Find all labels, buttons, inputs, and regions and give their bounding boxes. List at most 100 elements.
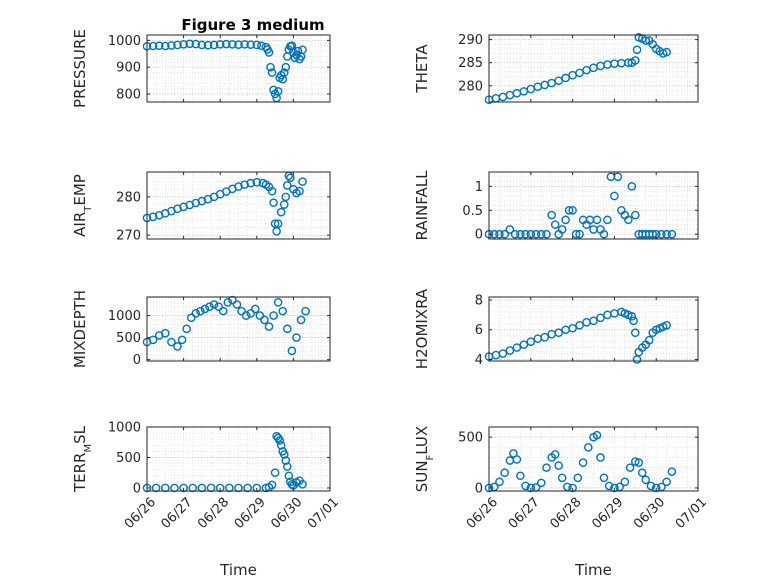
data-point <box>662 320 671 330</box>
data-point <box>148 212 158 222</box>
y-tick-label: 500 <box>458 431 483 446</box>
x-tick-label: 06/26 <box>464 495 501 532</box>
data-point <box>298 177 307 186</box>
data-point <box>505 225 515 234</box>
data-point <box>191 39 201 49</box>
data-point <box>554 461 563 470</box>
data-point <box>279 200 289 209</box>
data-point <box>221 39 231 49</box>
data-point <box>267 186 277 196</box>
scatter-series <box>484 33 671 104</box>
data-point <box>568 483 577 493</box>
data-point <box>568 323 577 333</box>
axes-box <box>488 171 699 240</box>
y-tick-label: 0 <box>133 353 141 368</box>
data-point <box>252 483 262 493</box>
y-tick-label: 1000 <box>108 34 141 49</box>
data-point <box>148 41 158 51</box>
data-point <box>599 473 609 483</box>
data-point <box>282 324 292 334</box>
axes-box <box>146 34 331 103</box>
data-point <box>196 306 205 316</box>
y-axis-label: SUNFLUX <box>413 426 436 492</box>
x-tick-label: 06/29 <box>232 495 269 532</box>
data-point <box>627 182 637 191</box>
data-point <box>151 483 161 493</box>
y-tick-label: 900 <box>116 61 141 76</box>
data-point <box>281 456 291 465</box>
data-point <box>282 462 292 471</box>
data-point <box>554 328 563 338</box>
data-point <box>264 48 274 57</box>
data-point <box>536 229 546 239</box>
data-point <box>246 309 255 318</box>
y-tick-label: 1 <box>475 180 483 195</box>
data-point <box>209 40 219 50</box>
data-point <box>148 335 158 345</box>
data-point <box>272 227 281 236</box>
x-tick-label: 06/30 <box>268 495 305 532</box>
y-tick-label: 0 <box>475 481 483 496</box>
data-point <box>500 468 509 478</box>
data-point <box>662 47 671 57</box>
data-point <box>276 440 286 450</box>
data-point <box>203 40 213 50</box>
figure-title: Figure 3 medium <box>181 16 324 34</box>
y-tick-label: 270 <box>116 229 141 244</box>
data-point <box>260 315 269 325</box>
y-axis-label: PRESSURE <box>71 29 89 108</box>
data-point <box>613 172 623 182</box>
data-point <box>575 68 584 78</box>
y-tick-label: 6 <box>475 323 483 338</box>
data-point <box>167 41 176 50</box>
data-point <box>246 40 255 49</box>
data-point <box>197 483 207 493</box>
data-point <box>188 483 198 493</box>
data-point <box>252 40 262 50</box>
data-point <box>255 311 265 320</box>
scatter-series <box>484 172 677 239</box>
data-point <box>589 316 598 326</box>
data-point <box>604 481 614 491</box>
data-point <box>512 455 522 464</box>
subplot-third-right: 4 6 8 H2OMIXRA <box>413 288 699 369</box>
data-point <box>631 328 640 338</box>
data-point <box>257 41 266 51</box>
grid-lines <box>146 34 331 102</box>
y-axis-label: AIRTEMP <box>71 174 94 237</box>
data-point <box>641 475 651 485</box>
data-point <box>185 39 194 49</box>
data-point <box>160 328 170 338</box>
y-axis-label: RAINFALL <box>413 170 431 241</box>
data-point <box>627 312 637 321</box>
data-point <box>200 304 210 314</box>
subplot-second-right: 0 0.5 1 RAINFALL <box>413 170 699 243</box>
data-point <box>561 215 570 225</box>
data-point <box>557 473 567 483</box>
y-tick-label: 280 <box>116 190 141 205</box>
x-tick-label: 07/01 <box>305 495 342 532</box>
data-point <box>495 229 504 239</box>
data-point <box>173 40 182 50</box>
data-point <box>516 471 525 481</box>
data-point <box>177 335 187 345</box>
data-point <box>547 210 557 220</box>
data-point <box>631 210 640 220</box>
x-tick-label: 06/28 <box>195 495 232 532</box>
data-point <box>603 215 612 225</box>
data-point <box>228 295 237 305</box>
data-point <box>160 483 170 493</box>
subplot-top-left: 800 900 1000 PRESSURE <box>71 29 331 108</box>
data-point <box>252 178 262 187</box>
axes-box <box>146 426 331 492</box>
data-point <box>269 198 278 207</box>
data-point <box>225 483 234 493</box>
data-point <box>550 450 560 459</box>
data-point <box>250 304 260 314</box>
y-tick-label: 1000 <box>108 421 141 436</box>
data-point <box>246 178 255 188</box>
scatter-series <box>142 431 307 493</box>
x-tick-label: 07/01 <box>673 495 710 532</box>
data-point <box>269 311 278 320</box>
